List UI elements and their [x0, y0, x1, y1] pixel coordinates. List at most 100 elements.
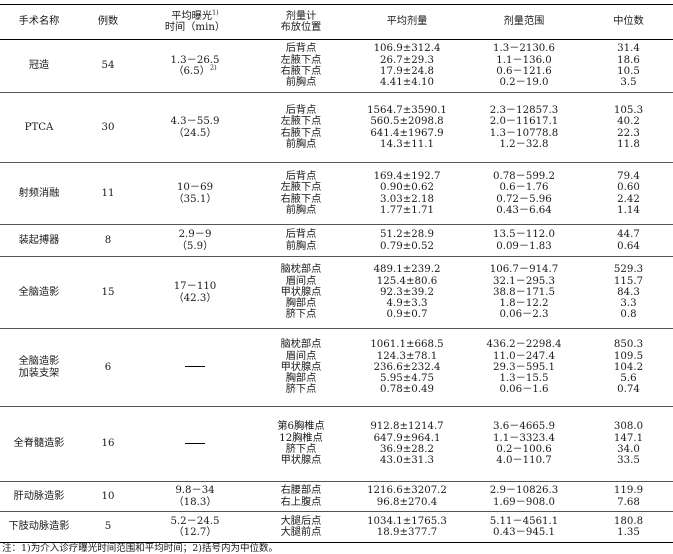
median-cell: 44.7 0.64 [584, 224, 673, 257]
cell-line: 1.3－2130.6 [492, 43, 556, 55]
cell-line: 装起搏器 [18, 234, 60, 246]
cell-line: 下肢动脉造影 [8, 521, 70, 533]
cell-line: （18.3） [173, 496, 217, 508]
header-row: 手术名称 例数 平均曝光1) 时间（min） 剂量计 布放位置 平均剂量 剂量范… [0, 4, 673, 40]
median-cell: 180.8 1.35 [584, 511, 673, 543]
cell-line: 1.2－32.8 [499, 138, 549, 150]
cell-line: 0.6－1.76 [499, 182, 549, 194]
cell-line: （42.3） [173, 292, 217, 304]
cell-line: 脐下点 [285, 309, 317, 321]
cell-line: 脑枕部点 [280, 264, 322, 276]
cell-line: 2.9－9 [178, 229, 212, 241]
cell-line: 胸部点 [285, 373, 317, 385]
cell-line: 前胸点 [285, 204, 317, 216]
cell-line: 右上腹点 [280, 496, 322, 508]
cell-line: 前胸点 [285, 138, 317, 150]
cell-line: 4.0－110.7 [496, 455, 552, 467]
mean-dose-cell: 1564.7±3590.1 560.5±2098.8 641.4±1967.9 14.… [350, 92, 464, 163]
cell-line: 169.4±192.7 [373, 170, 441, 182]
cell-line: 18.6 [617, 54, 640, 66]
dose-range-cell: 436.2－2298.4 11.0－247.4 29.3－595.1 1.3－15.5… [464, 328, 584, 407]
case-count: 54 [101, 60, 115, 72]
cell-line: 17－110 [173, 281, 217, 293]
cell-line: 109.5 [613, 350, 644, 362]
case-count-cell: 6 [78, 328, 138, 407]
cell-line: 124.3±78.1 [376, 350, 438, 362]
cell-line: 147.1 [613, 432, 644, 444]
cell-line: 右腋下点 [280, 193, 322, 205]
case-count: 30 [101, 121, 115, 133]
cell-line: 后背点 [285, 104, 317, 116]
table-row: 射频消融 11 10－69 （35.1） 后背点 左腋下点 右腋下点 前胸点 169.4±192… [0, 162, 673, 225]
cell-line: 9.8－34 [175, 485, 215, 497]
cell-line: 104.2 [613, 361, 644, 373]
cell-line: 左腋下点 [280, 54, 322, 66]
cell-line: 第6胸椎点 [277, 421, 325, 433]
cell-line: 左腋下点 [280, 116, 322, 128]
cell-line: 左腋下点 [280, 182, 322, 194]
cell-line: 后背点 [285, 229, 317, 241]
cell-line: 912.8±1214.7 [370, 421, 444, 433]
case-count: 11 [101, 187, 115, 199]
mean-dose-cell: 169.4±192.7 0.90±0.62 3.03±2.18 1.77±1.71 [350, 162, 464, 225]
case-count-cell: 5 [78, 511, 138, 543]
case-count-cell: 10 [78, 481, 138, 512]
header-position: 剂量计 布放位置 [252, 4, 350, 40]
cell-line: 84.3 [617, 286, 640, 298]
median-cell: 79.4 0.60 2.42 1.14 [584, 162, 673, 225]
cell-line: 96.8±270.4 [376, 496, 438, 508]
table-row: 全脑造影 加装支架 6 脑枕部点 眉间点 甲状腺点 胸部点 脐下点 1061.1±668.5 12… [0, 328, 673, 407]
position-cell: 后背点 左腋下点 右腋下点 前胸点 [252, 92, 350, 163]
cell-line: 1.77±1.71 [380, 204, 434, 216]
header-cases: 例数 [78, 4, 138, 40]
cell-line: 26.7±29.3 [380, 54, 434, 66]
cell-line: 4.9±3.3 [386, 298, 428, 310]
table-row: 全脑造影 15 17－110 （42.3） 脑枕部点 眉间点 甲状腺点 胸部点 脐下点 489.1… [0, 256, 673, 329]
cell-line: 32.1－295.3 [492, 275, 556, 287]
cell-line: 0.79±0.52 [380, 240, 434, 252]
dose-range-cell: 0.78－599.2 0.6－1.76 0.72－5.96 0.43－6.64 [464, 162, 584, 225]
cell-line: 33.5 [617, 455, 640, 467]
cell-line: 106.7－914.7 [489, 264, 559, 276]
cell-line: 1.8－12.2 [499, 298, 549, 310]
position-cell: 右腰部点 右上腹点 [252, 481, 350, 512]
cell-line: 1061.1±668.5 [370, 339, 444, 351]
mean-dose-cell: 912.8±1214.7 647.9±964.1 36.9±28.2 43.0±31.… [350, 406, 464, 482]
header-dose-range: 剂量范围 [464, 4, 584, 40]
table-row: 肝动脉造影 10 9.8－34 （18.3） 右腰部点 右上腹点 1216.6±3207.2… [0, 481, 673, 512]
cell-line: 115.7 [613, 275, 644, 287]
fluoro-time-cell: 1.3－26.5 （6.5）2) [138, 39, 252, 93]
case-count: 5 [104, 521, 112, 533]
dose-range-cell: 5.11－4561.1 0.43－945.1 [464, 511, 584, 543]
cell-line: 31.4 [617, 43, 640, 55]
case-count: 6 [104, 361, 112, 373]
cell-line: 10－69 [176, 182, 214, 194]
cell-line: 1.3－15.5 [499, 373, 549, 385]
fluoro-time-cell: 17－110 （42.3） [138, 256, 252, 329]
cell-line: 12胸椎点 [279, 432, 323, 444]
fluoro-time-cell: 2.9－9 （5.9） [138, 224, 252, 257]
case-count: 15 [101, 286, 115, 298]
case-count: 16 [101, 438, 115, 450]
cell-line: 36.9±28.2 [380, 444, 434, 455]
cell-line: 3.03±2.18 [380, 193, 434, 205]
cell-line: 射频消融 [18, 187, 60, 199]
cell-line: 5.2－24.5 [170, 515, 220, 527]
cell-line: 0.78－599.2 [492, 170, 556, 182]
case-count: 8 [104, 234, 112, 246]
empty-dash [185, 442, 205, 444]
dose-range-cell: 3.6－4665.9 1.1－3323.4 0.2－100.6 4.0－110.7 [464, 406, 584, 482]
position-cell: 第6胸椎点 12胸椎点 脐下点 甲状腺点 [252, 406, 350, 482]
median-cell: 308.0 147.1 34.0 33.5 [584, 406, 673, 482]
median-cell: 850.3 109.5 104.2 5.6 0.74 [584, 328, 673, 407]
cell-line: 17.9±24.8 [380, 66, 434, 77]
cell-line: 0.2－100.6 [496, 444, 552, 455]
cell-line: 180.8 [613, 515, 644, 527]
dose-range-cell: 2.9－10826.3 1.69－908.0 [464, 481, 584, 512]
cell-line: 79.4 [617, 170, 640, 182]
cell-line: 4.3－55.9 [170, 116, 220, 128]
cell-line: 1.69－908.0 [492, 496, 556, 508]
median-cell: 105.3 40.2 22.3 11.8 [584, 92, 673, 163]
cell-line: 11.8 [617, 138, 640, 150]
cell-line: 右腋下点 [280, 66, 322, 77]
